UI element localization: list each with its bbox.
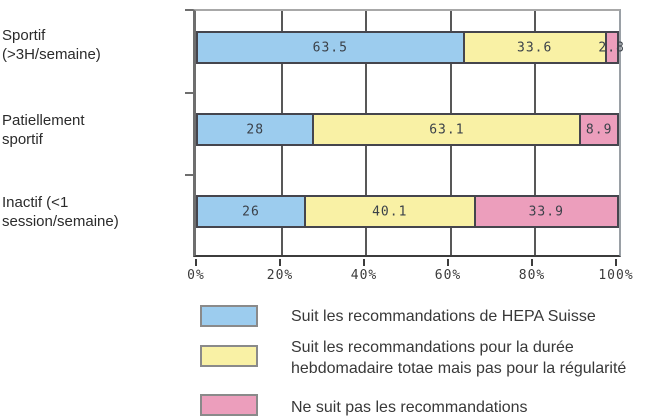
bar-value-label: 63.1	[429, 122, 465, 137]
category-label-inactif: Inactif (<1 session/semaine)	[2, 193, 190, 231]
legend-label-nesuitpas: Ne suit pas les recommandations	[291, 397, 528, 418]
category-label-partiellement: Patiellement sportif	[2, 111, 190, 149]
legend-label-hepa: Suit les recommandations de HEPA Suisse	[291, 306, 596, 327]
segment-duree: 33.6	[464, 31, 607, 64]
x-axis-tick	[531, 259, 533, 266]
legend-label-line: Suit les recommandations pour la durée	[291, 339, 574, 356]
bar-inactif: 26 40.1 33.9	[196, 195, 619, 228]
segment-nesuitpas: 8.9	[581, 113, 619, 146]
category-label-sportif: Sportif (>3H/semaine)	[2, 26, 190, 64]
bar-value-label: 26	[242, 204, 260, 219]
legend-label-duree: Suit les recommandations pour la durée h…	[291, 337, 626, 379]
segment-duree: 63.1	[314, 113, 582, 146]
legend-swatch-yellow	[200, 345, 258, 367]
bar-sportif: 63.5 33.6 2.8	[196, 31, 624, 64]
legend-swatch-pink	[200, 394, 258, 416]
y-axis-tick	[185, 92, 193, 94]
y-axis-tick	[185, 174, 193, 176]
legend-label-line: Ne suit pas les recommandations	[291, 399, 528, 416]
x-axis-label-40: 40%	[350, 268, 378, 283]
x-axis-label-60: 60%	[434, 268, 462, 283]
bar-value-label: 33.9	[528, 204, 564, 219]
x-axis: 0% 20% 40% 60% 80% 100%	[187, 259, 633, 285]
y-axis-tick	[185, 9, 193, 11]
x-axis-label-100: 100%	[598, 268, 634, 283]
x-axis-label-80: 80%	[518, 268, 546, 283]
category-label-line: Sportif	[2, 27, 46, 44]
bar-value-label: 28	[246, 122, 265, 137]
category-label-line: sportif	[2, 131, 43, 148]
x-axis-tick	[363, 259, 365, 266]
bar-value-label: 40.1	[372, 204, 408, 219]
segment-hepa: 63.5	[196, 31, 465, 64]
legend-swatch-blue	[200, 305, 258, 327]
category-label-line: Patiellement	[2, 112, 85, 129]
bar-partiellement: 28 63.1 8.9	[196, 113, 619, 146]
segment-hepa: 28	[196, 113, 315, 146]
category-label-line: Inactif (<1	[2, 194, 69, 211]
segment-hepa: 26	[196, 195, 306, 228]
category-label-line: (>3H/semaine)	[2, 46, 101, 63]
segment-nesuitpas: 33.9	[475, 195, 619, 228]
segment-duree: 40.1	[305, 195, 476, 228]
x-axis-tick	[447, 259, 449, 266]
legend-label-line: hebdomadaire totae mais pas pour la régu…	[291, 360, 627, 377]
x-axis-tick	[615, 259, 617, 266]
bar-value-label: 8.9	[585, 122, 613, 137]
x-axis-label-0: 0%	[187, 268, 205, 283]
bar-value-label: 33.6	[517, 40, 553, 55]
category-label-line: session/semaine)	[2, 213, 119, 230]
bar-value-label: 2.8	[598, 40, 625, 55]
x-axis-label-20: 20%	[266, 268, 294, 283]
segment-nesuitpas: 2.8	[598, 31, 624, 64]
x-axis-tick	[279, 259, 281, 266]
bar-value-label: 63.5	[312, 40, 348, 55]
x-axis-tick	[195, 259, 197, 266]
legend-label-line: Suit les recommandations de HEPA Suisse	[291, 308, 596, 325]
plot-area: 63.5 33.6 2.8 28 63.1 8.9 26	[185, 9, 624, 257]
